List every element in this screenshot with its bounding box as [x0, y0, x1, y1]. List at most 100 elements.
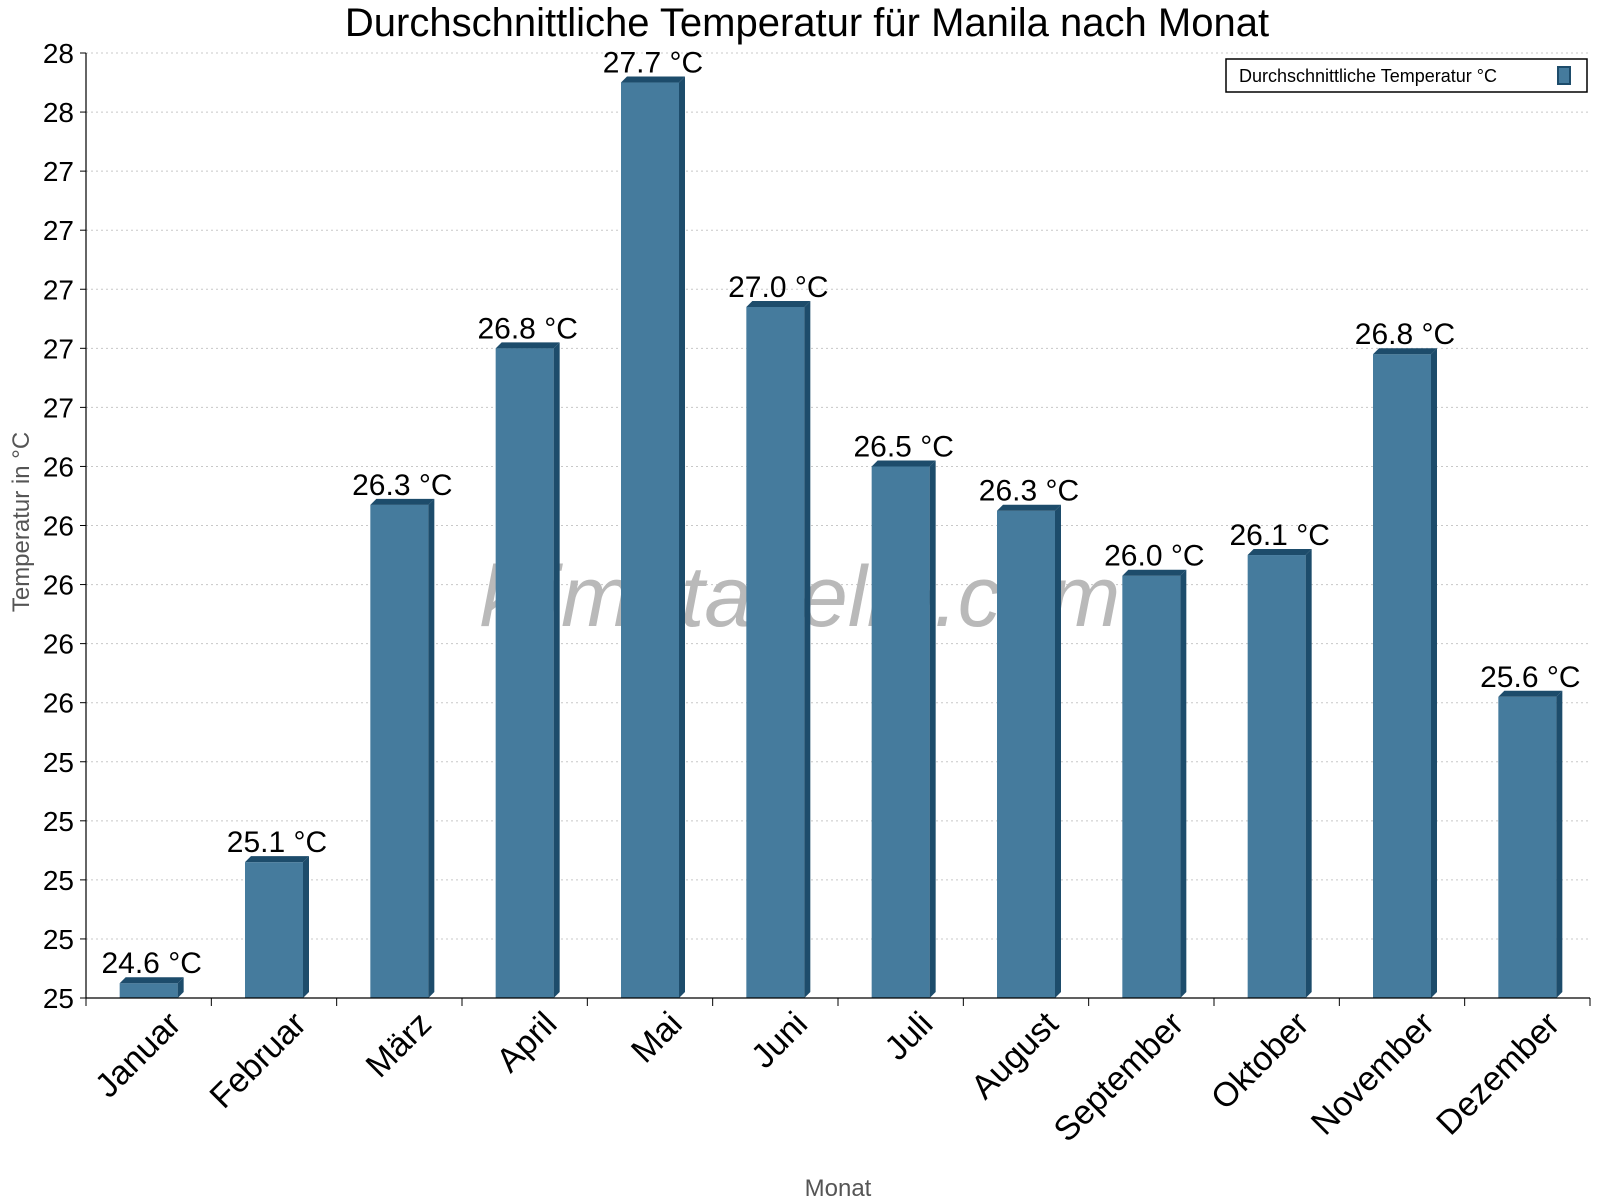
data-label: 27.0 °C — [728, 271, 828, 304]
grid-lines — [86, 52, 1590, 940]
bar-side — [679, 76, 685, 998]
bar-face — [119, 983, 178, 998]
bar-Januar — [119, 977, 184, 998]
bar-face — [871, 466, 930, 998]
bar-top — [746, 300, 811, 307]
bar-Dezember — [1498, 690, 1563, 998]
bar-top — [495, 342, 560, 349]
x-tick-label: Februar — [203, 1005, 314, 1116]
data-label: 26.1 °C — [1229, 519, 1329, 552]
bar-side — [177, 977, 184, 998]
y-tick-label: 28 — [43, 97, 74, 128]
bar-Mai — [621, 76, 685, 998]
bar-top — [119, 977, 184, 984]
legend-entry-label: Durchschnittliche Temperatur °C — [1239, 66, 1497, 86]
y-tick-label: 27 — [43, 333, 74, 364]
bar-face — [1247, 555, 1306, 998]
data-label: 25.6 °C — [1480, 661, 1580, 694]
bar-November — [1373, 348, 1437, 998]
bar-face — [245, 862, 303, 998]
bar-top — [621, 76, 685, 83]
y-tick-label: 25 — [43, 983, 74, 1014]
y-tick-label: 27 — [43, 215, 74, 246]
x-tick-label: März — [359, 1005, 439, 1085]
y-tick-label: 25 — [43, 747, 74, 778]
bar-März — [370, 498, 435, 998]
bar-face — [495, 348, 554, 998]
bar-Juli — [871, 460, 936, 998]
bar-Februar — [245, 856, 309, 998]
x-tick-label: August — [964, 1004, 1066, 1106]
data-labels: 24.6 °C 25.1 °C 26.3 °C 26.8 °C 27.7 °C 27.0 … — [101, 47, 1580, 981]
data-label: 26.8 °C — [1355, 318, 1455, 351]
bar-side — [1055, 504, 1061, 998]
data-label: 26.8 °C — [477, 312, 577, 345]
bar-side — [1556, 690, 1563, 998]
x-axis-title: Monat — [805, 1175, 872, 1200]
bar-face — [621, 82, 679, 998]
data-label: 26.0 °C — [1104, 540, 1204, 573]
x-tick-label: Januar — [88, 1005, 188, 1105]
y-tick-label: 25 — [43, 865, 74, 896]
data-label: 26.5 °C — [853, 430, 953, 463]
y-tick-label: 26 — [43, 570, 74, 601]
x-tick-label: Juni — [744, 1005, 815, 1076]
bar-face — [746, 306, 805, 998]
y-tick-label: 27 — [43, 156, 74, 187]
y-tick-label: 27 — [43, 392, 74, 423]
y-tick-label: 26 — [43, 451, 74, 482]
bar-side — [1180, 569, 1187, 998]
bar-side — [428, 498, 435, 998]
bars — [119, 76, 1563, 998]
bar-August — [997, 504, 1061, 998]
bar-side — [929, 460, 936, 998]
bar-side — [553, 342, 560, 998]
bar-top — [997, 504, 1061, 511]
y-tick-label: 26 — [43, 511, 74, 542]
y-tick-label: 25 — [43, 806, 74, 837]
x-tick-label: Mai — [624, 1005, 690, 1071]
bar-Juni — [746, 300, 811, 998]
data-label: 26.3 °C — [352, 469, 452, 502]
bar-Oktober — [1247, 549, 1312, 998]
bar-face — [1498, 696, 1557, 998]
data-label: 27.7 °C — [603, 47, 703, 80]
bar-top — [1247, 549, 1312, 556]
bar-top — [245, 856, 309, 863]
y-tick-label: 26 — [43, 688, 74, 719]
bar-top — [871, 460, 936, 467]
data-label: 26.3 °C — [979, 475, 1079, 508]
x-tick-label: Dezember — [1429, 1005, 1567, 1143]
x-tick-label: November — [1304, 1005, 1442, 1143]
legend: Durchschnittliche Temperatur °C — [1225, 58, 1588, 93]
bar-top — [1373, 348, 1437, 355]
data-label: 25.1 °C — [227, 826, 327, 859]
bar-side — [1431, 348, 1437, 998]
bar-face — [997, 510, 1055, 998]
legend-swatch — [1557, 66, 1571, 85]
y-tick-label: 26 — [43, 629, 74, 660]
legend-box — [1225, 58, 1588, 93]
y-tick-label: 27 — [43, 274, 74, 305]
bar-side — [1305, 549, 1312, 998]
bar-side — [804, 300, 811, 998]
x-tick-label: April — [489, 1005, 564, 1080]
data-label: 24.6 °C — [101, 947, 201, 980]
bar-top — [1122, 569, 1187, 576]
bar-face — [1122, 575, 1181, 998]
x-tick-label: September — [1047, 1005, 1191, 1149]
y-tick-label: 25 — [43, 924, 74, 955]
bar-top — [1498, 690, 1563, 697]
bar-face — [1373, 354, 1431, 998]
x-tick-label: Juli — [877, 1005, 940, 1068]
chart-title: Durchschnittliche Temperatur für Manila … — [345, 1, 1269, 45]
bar-top — [370, 498, 435, 505]
x-tick-label: Oktober — [1204, 1005, 1316, 1117]
y-axis-title: Temperatur in °C — [8, 432, 35, 612]
y-tick-label: 28 — [43, 38, 74, 69]
bar-side — [303, 856, 309, 998]
bar-April — [495, 342, 560, 998]
bar-September — [1122, 569, 1187, 998]
